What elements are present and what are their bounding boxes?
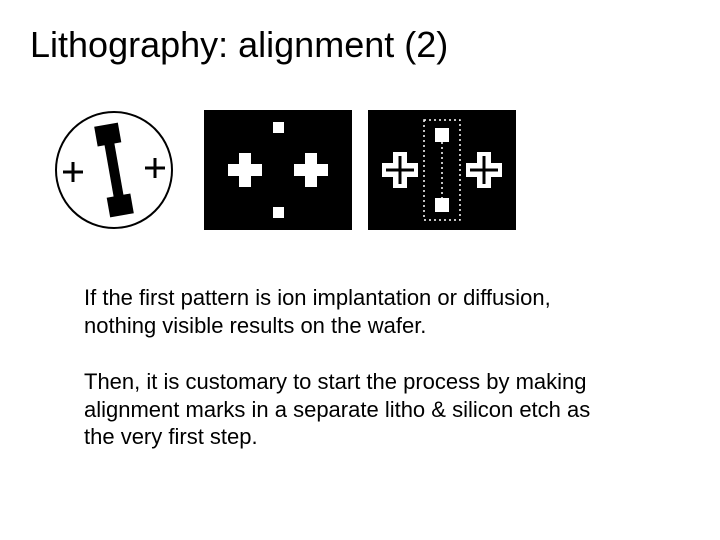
square-mark-icon [273,207,284,218]
square-mark-icon [435,128,449,142]
figure-row [40,110,516,230]
square-mark-icon [273,122,284,133]
body-paragraph: Then, it is customary to start the proce… [84,368,614,451]
square-mark-icon [435,198,449,212]
figure-mask-crosses [204,110,352,230]
body-paragraph: If the first pattern is ion implantation… [84,284,614,339]
figure-wafer-circle [40,110,188,230]
figure-mask-outlined [368,110,516,230]
page-title: Lithography: alignment (2) [30,24,448,66]
